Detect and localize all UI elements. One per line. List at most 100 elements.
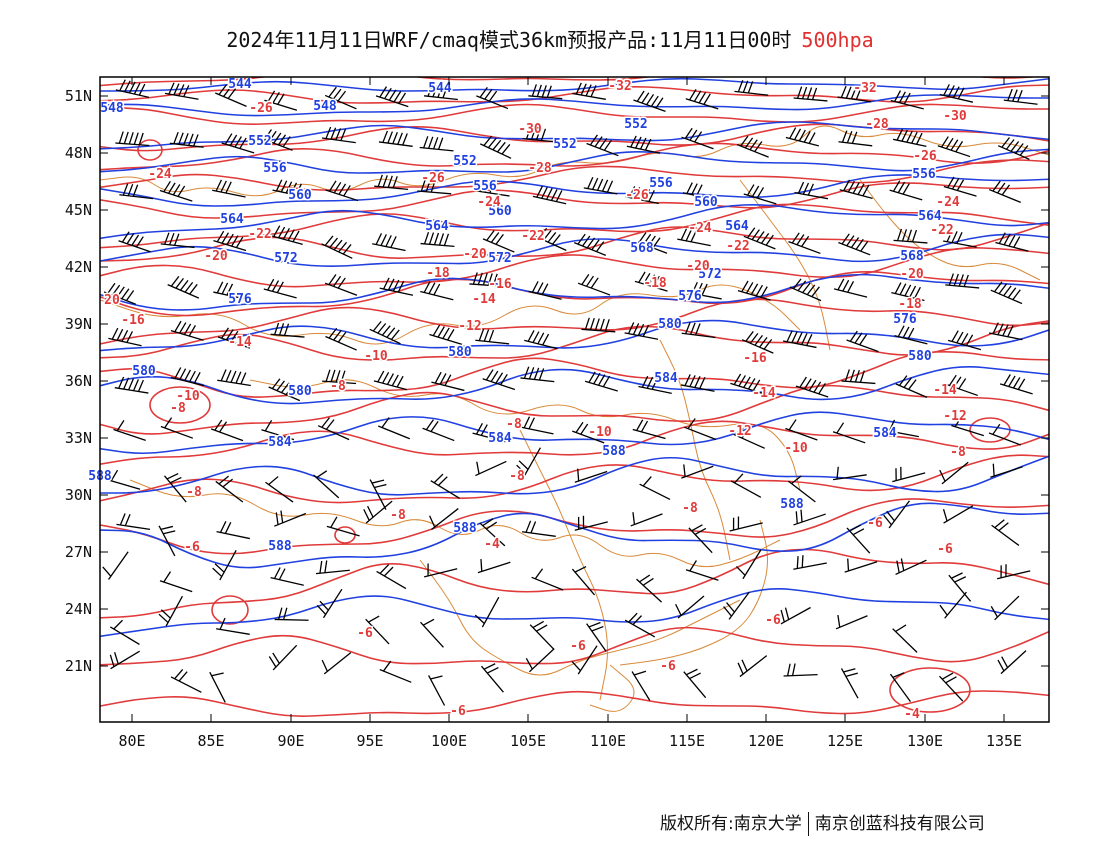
wind-barb-shaft — [586, 623, 607, 652]
wind-barb — [325, 327, 357, 351]
wind-barb-feather — [428, 232, 435, 245]
wind-barb — [217, 327, 251, 349]
wind-barb-shaft — [431, 381, 465, 392]
wind-barb-feather — [742, 80, 749, 93]
wind-barb-feather — [997, 182, 1006, 194]
wind-barb — [109, 650, 140, 670]
wind-barb-feather — [218, 421, 228, 433]
wind-barb-feather — [630, 135, 637, 148]
wind-barb-feather — [234, 136, 242, 148]
wind-barb-feather — [184, 369, 192, 382]
temperature-label: -20 — [204, 249, 228, 264]
wind-barb-feather — [402, 133, 408, 146]
lat-tick-label: 51N — [65, 87, 92, 105]
wind-barb-shaft — [893, 239, 928, 244]
wind-barb-feather — [321, 417, 330, 428]
wind-barb-feather — [333, 329, 342, 341]
wind-barb-feather — [126, 331, 134, 343]
wind-barb — [939, 84, 974, 103]
wind-barb-feather — [837, 614, 841, 628]
wind-barb-feather — [593, 372, 601, 385]
wind-barb-feather — [547, 232, 557, 243]
wind-barb-feather — [642, 476, 652, 487]
wind-barb-shaft — [785, 136, 819, 147]
wind-barb — [209, 671, 226, 703]
wind-barb — [794, 181, 829, 200]
wind-barb-feather — [632, 512, 636, 525]
wind-barb — [375, 86, 409, 108]
wind-barb-feather — [683, 464, 686, 477]
wind-barb-feather — [952, 86, 960, 98]
wind-barb — [846, 330, 879, 353]
wind-barb-feather — [756, 187, 765, 199]
wind-barb-feather — [847, 281, 855, 293]
wind-barb-shaft — [482, 378, 516, 391]
wind-barb-feather — [333, 239, 343, 251]
wind-barb — [737, 655, 768, 678]
wind-barb-feather — [860, 240, 869, 252]
wind-barb-feather — [492, 139, 502, 151]
wind-barb-shaft — [119, 194, 154, 200]
wind-barb-feather — [138, 83, 146, 96]
wind-barb-shaft — [475, 339, 510, 345]
wind-barb-feather — [796, 332, 803, 344]
wind-barb-feather — [371, 479, 385, 484]
wind-barb-feather — [797, 181, 805, 194]
wind-barb-feather — [392, 176, 398, 189]
wind-barb-feather — [896, 560, 900, 573]
temperature-contour — [100, 351, 1049, 398]
temperature-label: -8 — [506, 417, 522, 432]
wind-barb-shaft — [521, 531, 556, 537]
wind-barb — [212, 179, 246, 198]
wind-barb-feather — [686, 182, 693, 194]
wind-barb-shaft — [677, 595, 705, 619]
wind-barb-feather — [642, 324, 650, 337]
wind-barb — [321, 652, 352, 675]
wind-barb-feather — [852, 528, 865, 536]
wind-barb-feather — [744, 137, 754, 149]
temperature-label: -8 — [950, 445, 966, 460]
wind-barb — [787, 475, 816, 503]
wind-barb-feather — [380, 234, 387, 246]
wind-barb-feather — [216, 230, 225, 243]
wind-barb-shaft — [374, 185, 409, 190]
wind-barb-shaft — [634, 240, 668, 254]
wind-barb-feather — [230, 370, 237, 383]
height-label: 556 — [473, 179, 497, 194]
wind-barb-feather — [849, 330, 858, 342]
wind-barb-feather — [160, 525, 174, 530]
wind-barb-feather — [264, 419, 273, 432]
wind-barb-shaft — [633, 99, 666, 113]
wind-barb-feather — [752, 379, 761, 391]
wind-barb — [995, 232, 1029, 252]
wind-barb-shaft — [378, 425, 411, 440]
wind-barb-feather — [689, 375, 696, 387]
wind-barb-feather — [588, 371, 596, 383]
wind-barb-feather — [792, 278, 802, 290]
wind-barb-feather — [283, 323, 290, 336]
wind-barb-shaft — [574, 470, 608, 483]
wind-barb-feather — [908, 379, 917, 390]
wind-barb-shaft — [420, 621, 444, 648]
height-label: 552 — [624, 117, 647, 132]
wind-barb-shaft — [113, 428, 146, 441]
wind-barb-shaft — [532, 195, 567, 205]
wind-barb-feather — [701, 283, 708, 296]
wind-barb-feather — [272, 91, 280, 104]
wind-barb-feather — [990, 606, 999, 618]
wind-barb-feather — [388, 89, 397, 101]
wind-barb-feather — [122, 183, 129, 196]
wind-barb-feather — [733, 373, 742, 385]
wind-barb — [321, 235, 353, 259]
temperature-label: -10 — [364, 349, 388, 364]
height-label: 568 — [900, 249, 924, 264]
wind-barb — [102, 551, 129, 580]
wind-barb-feather — [603, 139, 612, 151]
wind-barb-feather — [696, 282, 703, 295]
wind-barb-feather — [589, 318, 595, 331]
wind-barb-feather — [518, 460, 529, 470]
wind-barb-shaft — [322, 588, 343, 619]
wind-barb-shaft — [477, 561, 511, 574]
wind-barb-shaft — [423, 95, 458, 101]
wind-barb — [316, 588, 343, 619]
